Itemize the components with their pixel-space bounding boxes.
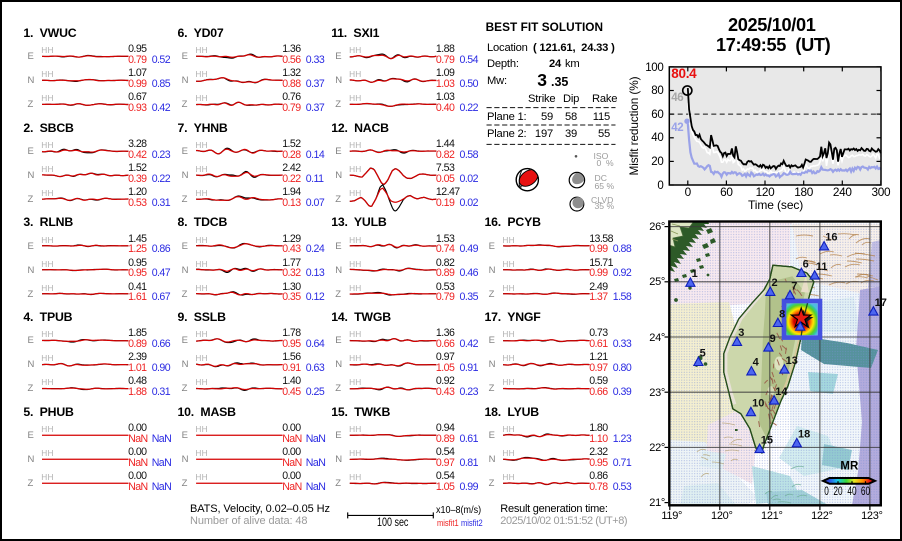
svg-text:MR: MR	[840, 460, 859, 472]
svg-text:18: 18	[798, 429, 810, 441]
svg-text:60: 60	[861, 486, 871, 499]
svg-text:0: 0	[824, 486, 829, 499]
svg-text:2: 2	[772, 277, 778, 289]
svg-text:16: 16	[825, 232, 837, 244]
svg-text:14: 14	[775, 386, 788, 398]
svg-text:1: 1	[692, 268, 698, 280]
svg-text:11: 11	[816, 261, 828, 273]
svg-text:4: 4	[753, 357, 760, 369]
svg-text:8: 8	[779, 308, 785, 320]
svg-text:3: 3	[738, 327, 744, 339]
svg-text:40: 40	[847, 486, 857, 499]
svg-text:15: 15	[761, 434, 773, 446]
svg-text:5: 5	[700, 347, 706, 359]
svg-text:9: 9	[770, 333, 776, 345]
svg-text:13: 13	[786, 355, 798, 367]
svg-text:6: 6	[803, 258, 809, 270]
svg-text:7: 7	[791, 281, 797, 293]
svg-text:20: 20	[833, 486, 843, 499]
svg-text:10: 10	[752, 398, 764, 410]
